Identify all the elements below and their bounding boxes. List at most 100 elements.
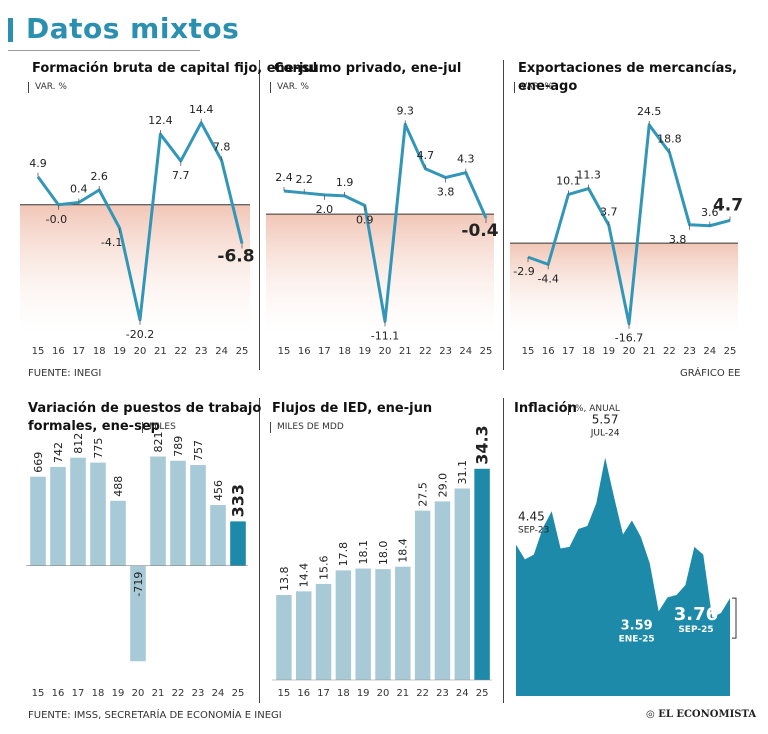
- bar: [414, 510, 431, 680]
- chart-fbcf: 4.9 15 -0.0 16 0.4 17 2.6 18 -4.1 19-20.2 20 12.4 21…: [20, 103, 255, 357]
- x-tick-label: 21: [396, 688, 409, 699]
- x-tick-label: 19: [357, 688, 370, 699]
- data-label: -719: [132, 572, 145, 597]
- data-label: 821: [152, 432, 165, 453]
- data-label: 29.0: [436, 473, 449, 498]
- x-tick-label: 18: [337, 688, 350, 699]
- credit: GRÁFICO EE: [680, 368, 741, 379]
- data-label: 14.4: [189, 103, 214, 116]
- data-label: 2.2: [295, 173, 313, 186]
- data-label: 3.6: [701, 206, 719, 219]
- chart-consumo: 2.4 15 2.2 16 2.0 17 1.9 18 0.9 19-11.1 20 9.3 21 4.7…: [266, 104, 499, 357]
- x-tick-label: 17: [317, 688, 330, 699]
- x-tick-label: 17: [318, 346, 331, 357]
- data-label: 3.8: [437, 185, 455, 198]
- annotation-date: SEP-25: [678, 625, 713, 635]
- x-tick-label: 25: [232, 688, 245, 699]
- bar: [170, 460, 186, 566]
- chart-title-empleo-line2: formales, ene-sep: [28, 419, 160, 434]
- chart-empleo: 669 15 742 16 812 17 775 18 488 19 -719 20 821 21 789 2…: [26, 432, 248, 699]
- bar: [295, 591, 312, 680]
- bar: [276, 595, 292, 680]
- data-label: 18.0: [377, 541, 390, 566]
- source-top: FUENTE: INEGI: [28, 368, 102, 379]
- x-tick-label: 16: [52, 688, 65, 699]
- chart-unit-fbcf: VAR. %: [28, 82, 67, 93]
- negative-region: [510, 243, 738, 336]
- bar: [30, 476, 46, 566]
- x-tick-label: 20: [623, 346, 636, 357]
- chart-unit-export: VAR. %: [514, 82, 553, 93]
- chart-unit-empleo: MILES: [142, 422, 176, 433]
- bar: [150, 456, 166, 566]
- chart-unit-consumo: VAR. %: [270, 82, 309, 93]
- annotation-value: 3.76: [674, 604, 718, 625]
- x-tick-label: 20: [379, 346, 392, 357]
- x-tick-label: 20: [134, 346, 147, 357]
- data-label: 17.8: [337, 542, 350, 567]
- x-tick-label: 15: [278, 688, 291, 699]
- x-tick-label: 16: [52, 346, 65, 357]
- chart-title-ied: Flujos de IED, ene-jun: [272, 401, 433, 416]
- chart-export: -2.9 15 -4.4 16 10.1 17 11.3 18 3.7 19-16.720 24.5…: [510, 105, 743, 357]
- data-label: 2.6: [90, 170, 108, 183]
- bar: [395, 566, 411, 680]
- data-label: 4.7: [713, 195, 743, 215]
- data-label: 7.8: [213, 140, 231, 153]
- data-label: -2.9: [513, 265, 534, 278]
- data-label: 9.3: [396, 104, 414, 117]
- divider: [259, 398, 260, 703]
- bar: [110, 500, 126, 566]
- x-tick-label: 17: [72, 688, 85, 699]
- x-tick-label: 22: [172, 688, 185, 699]
- divider: [259, 60, 260, 370]
- x-tick-label: 18: [582, 346, 595, 357]
- data-label: 10.1: [556, 174, 581, 187]
- chart-title-consumo: Consumo privado, ene-jul: [274, 61, 462, 76]
- data-label: 34.3: [473, 425, 492, 464]
- data-label: 4.3: [457, 153, 475, 166]
- bar: [210, 505, 226, 566]
- title-accent-bar: [8, 18, 13, 42]
- x-tick-label: 24: [459, 346, 472, 357]
- x-tick-label: 23: [683, 346, 696, 357]
- negative-region: [266, 214, 494, 336]
- x-tick-label: 24: [212, 688, 225, 699]
- bar: [50, 467, 66, 566]
- x-tick-label: 24: [456, 688, 469, 699]
- data-label: 27.5: [416, 482, 429, 507]
- x-tick-label: 16: [297, 688, 310, 699]
- bar: [90, 462, 106, 566]
- bar: [130, 565, 146, 662]
- chart-unit-ied: MILES DE MDD: [270, 422, 344, 433]
- x-tick-label: 22: [419, 346, 432, 357]
- source-bottom: FUENTE: IMSS, SECRETARÍA DE ECONOMÍA E I…: [28, 710, 282, 721]
- x-tick-label: 23: [436, 688, 449, 699]
- chart-title-inflacion: Inflación: [514, 401, 577, 416]
- annotation-value: 3.59: [621, 618, 653, 633]
- chart-ied: 13.8 15 14.4 16 15.6 17 17.8 18 18.1 19 18.0 20 18.4…: [272, 425, 492, 699]
- x-tick-label: 24: [215, 346, 228, 357]
- data-label: 31.1: [456, 460, 469, 485]
- logo-icon: ◎: [646, 709, 659, 720]
- data-label: 7.7: [172, 169, 190, 182]
- data-label: 742: [52, 442, 65, 463]
- x-tick-label: 22: [416, 688, 429, 699]
- data-label: 757: [192, 440, 205, 461]
- chart-unit-inflacion: %, ANUAL: [568, 404, 620, 415]
- x-tick-label: 21: [152, 688, 165, 699]
- series-line: [527, 123, 731, 326]
- bar: [190, 465, 206, 566]
- data-label: 18.8: [657, 132, 682, 145]
- x-tick-label: 19: [112, 688, 125, 699]
- bar: [454, 488, 471, 680]
- title-rule: [8, 50, 200, 51]
- annotation-value: 4.45: [518, 510, 545, 524]
- data-label: -4.1: [101, 236, 122, 249]
- data-label: 456: [212, 480, 225, 501]
- bar: [335, 570, 352, 680]
- x-tick-label: 19: [113, 346, 126, 357]
- annotation-value: 5.57: [592, 413, 619, 427]
- publisher-logo: ◎ EL ECONOMISTA: [646, 709, 756, 720]
- divider: [503, 398, 504, 703]
